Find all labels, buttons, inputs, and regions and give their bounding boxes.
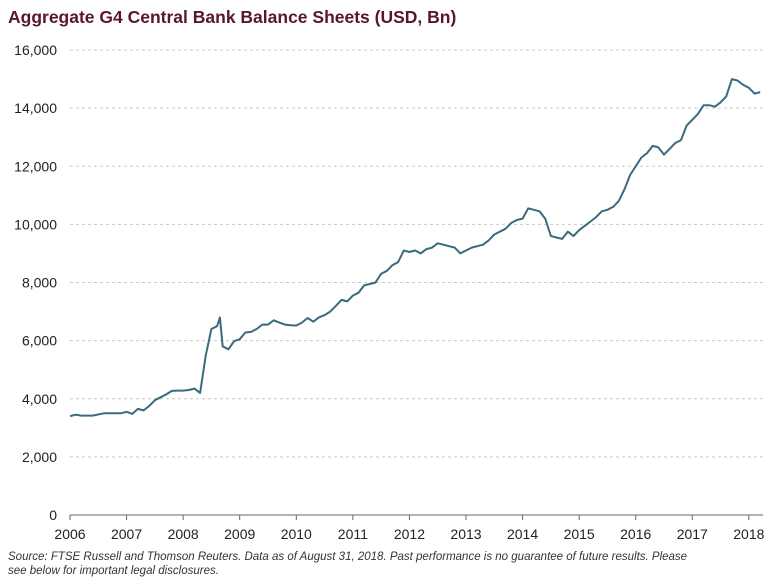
- y-tick-label: 12,000: [14, 158, 57, 174]
- y-axis: 0 2,000 4,000 6,000 8,000 10,000 12,000 14,000 1…: [14, 42, 57, 523]
- y-tick-label: 8,000: [22, 275, 57, 291]
- x-tick-label: 2018: [733, 526, 764, 542]
- line-chart: 0 2,000 4,000 6,000 8,000 10,000 12,000 14,000 1…: [14, 42, 765, 542]
- y-tick-label: 2,000: [22, 449, 57, 465]
- gridlines: [70, 49, 763, 458]
- series-line: [69, 78, 761, 418]
- y-tick-label: 6,000: [22, 333, 57, 349]
- x-tick-label: 2007: [111, 526, 142, 542]
- x-tick-label: 2014: [507, 526, 538, 542]
- y-tick-label: 16,000: [14, 42, 57, 58]
- chart-title: Aggregate G4 Central Bank Balance Sheets…: [8, 7, 457, 27]
- x-tick-label: 2009: [224, 526, 255, 542]
- y-tick-label: 0: [49, 507, 57, 523]
- x-tick-label: 2015: [564, 526, 595, 542]
- source-note: Source: FTSE Russell and Thomson Reuters…: [8, 551, 688, 577]
- y-tick-label: 14,000: [14, 100, 57, 116]
- x-tick-label: 2013: [450, 526, 481, 542]
- x-tick-label: 2016: [620, 526, 651, 542]
- x-axis: 2006 2007 2008 2009 2010 2011 2012 2013 2014 2015…: [54, 514, 765, 542]
- y-tick-label: 10,000: [14, 216, 57, 232]
- x-tick-label: 2017: [677, 526, 708, 542]
- x-tick-label: 2008: [168, 526, 199, 542]
- x-tick-label: 2006: [54, 526, 85, 542]
- y-tick-label: 4,000: [22, 391, 57, 407]
- x-tick-label: 2010: [281, 526, 312, 542]
- x-tick-label: 2012: [394, 526, 425, 542]
- plot-area: [69, 78, 761, 418]
- x-tick-label: 2011: [338, 526, 368, 542]
